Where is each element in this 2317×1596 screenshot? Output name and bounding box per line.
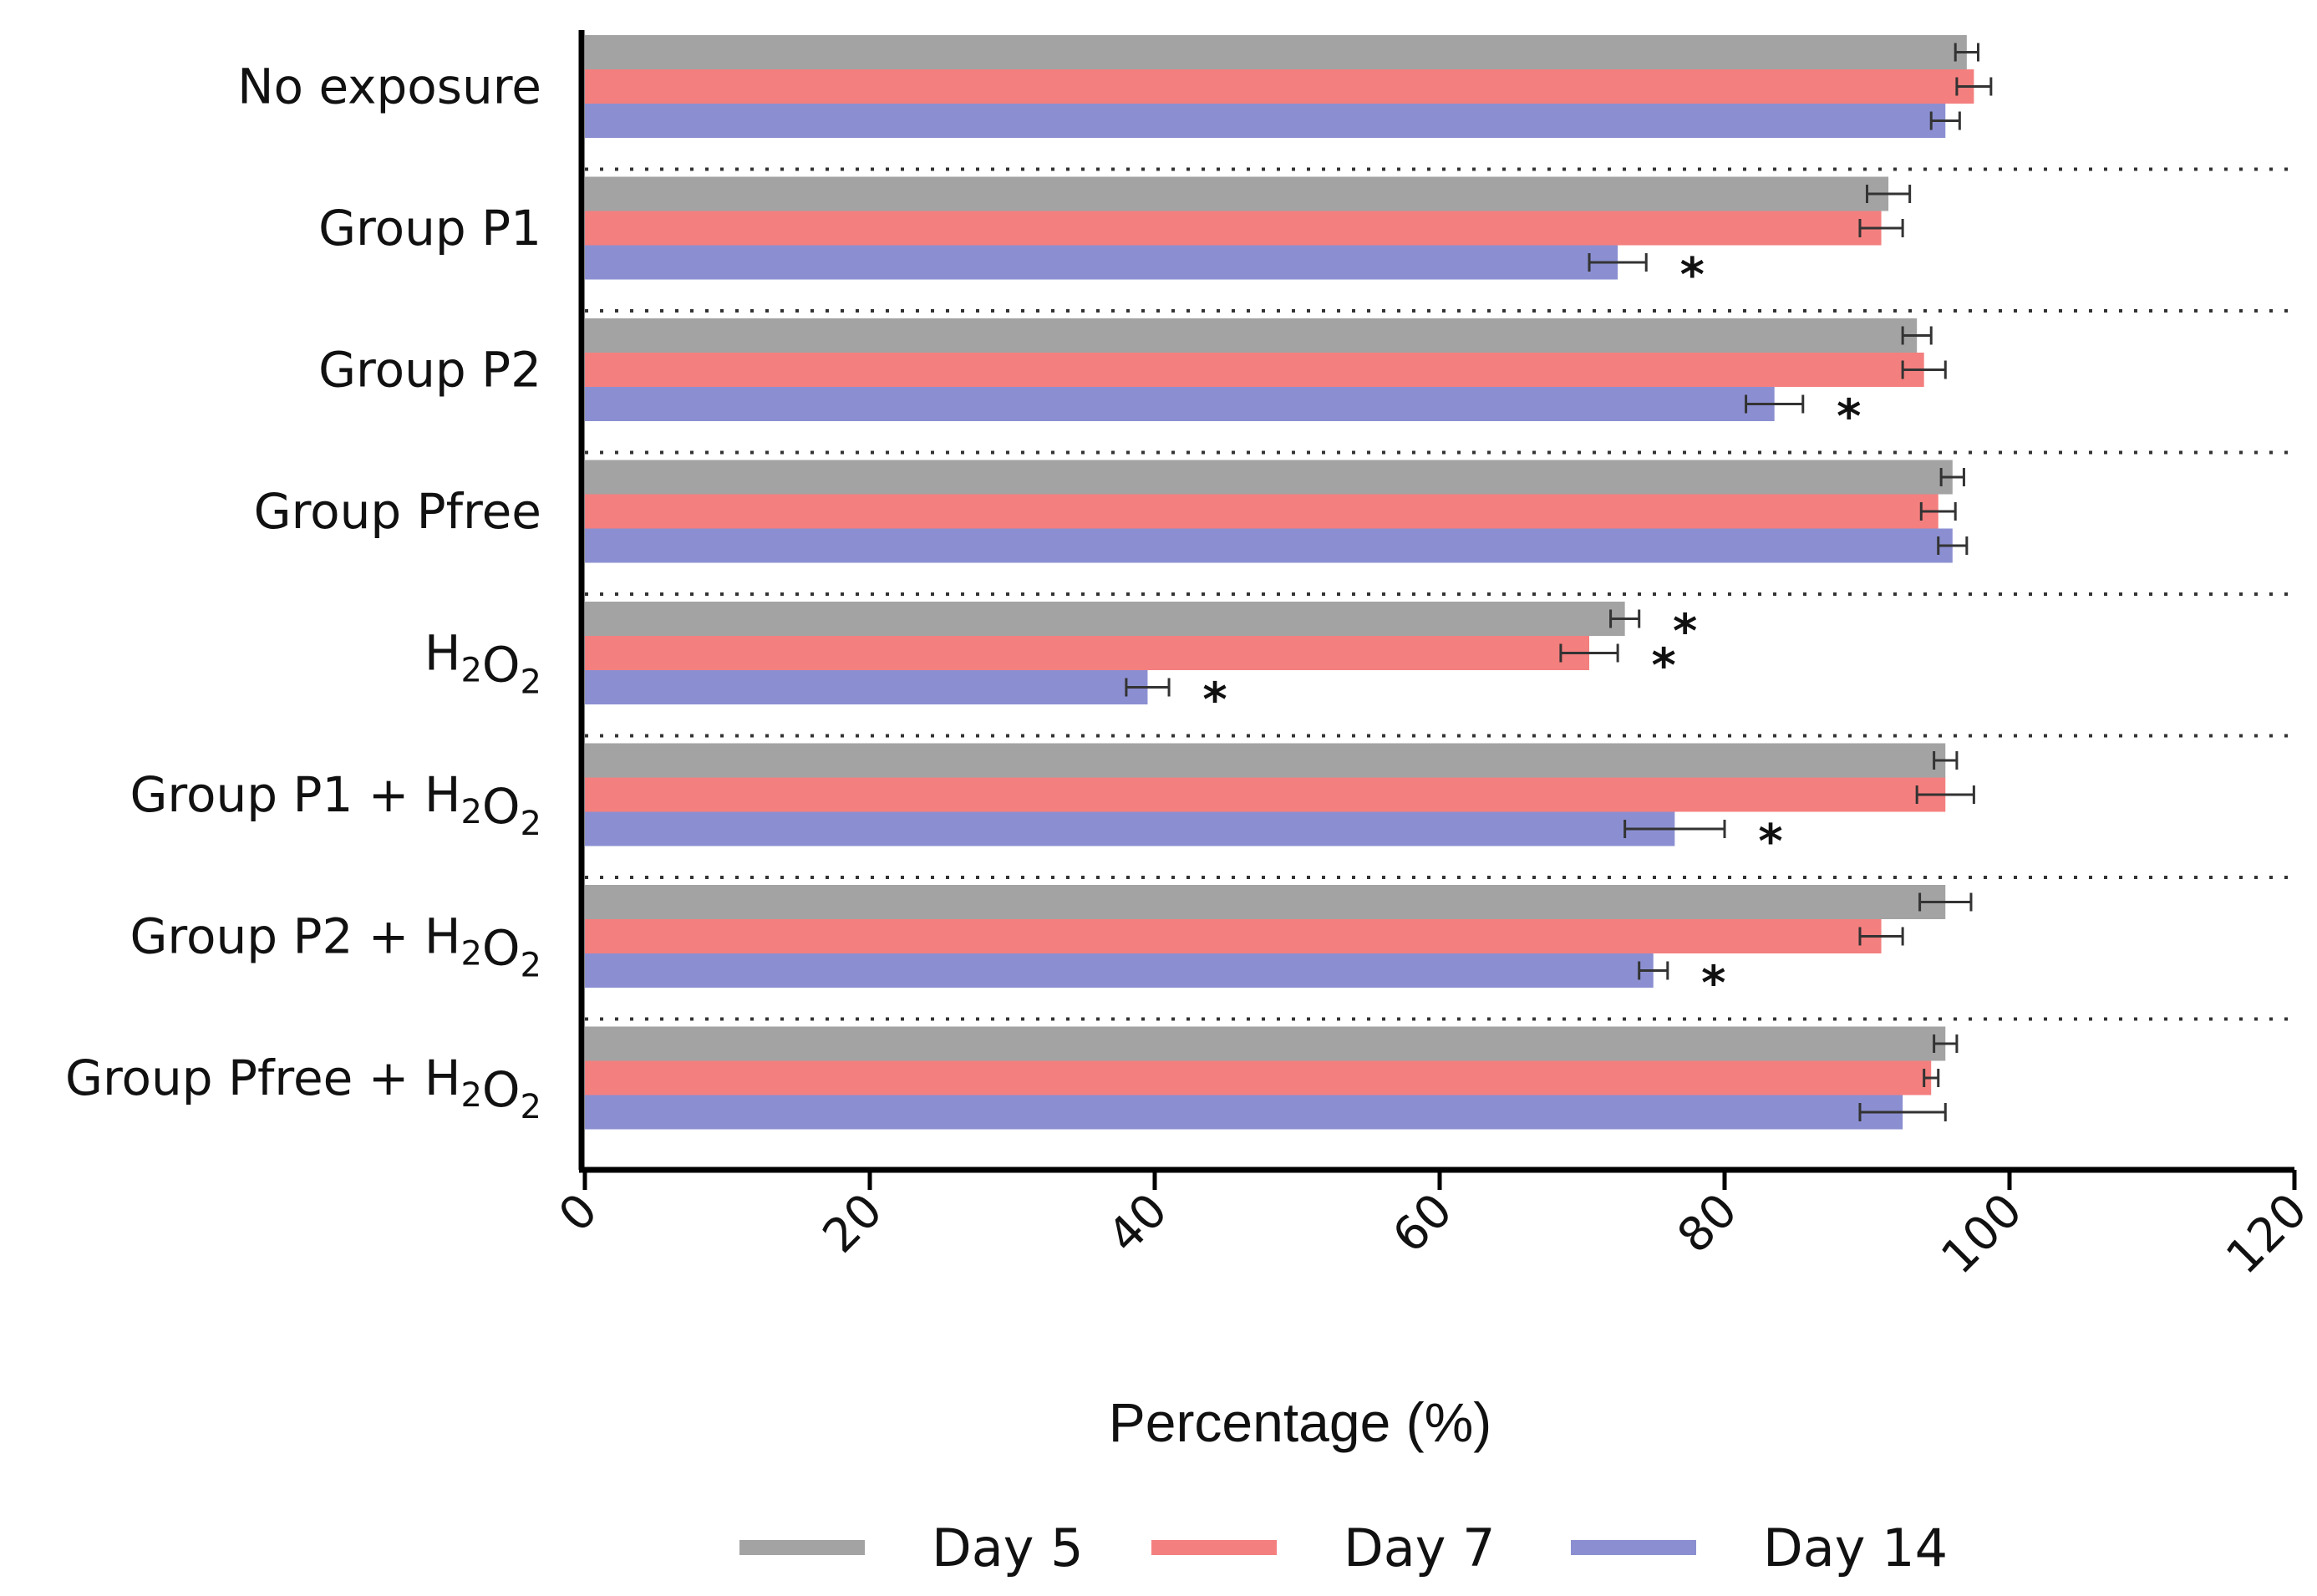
error-bar (1609, 609, 1641, 628)
legend-label: Day 7 (1344, 1517, 1496, 1578)
bar (585, 353, 1924, 387)
error-bar (1933, 751, 1959, 770)
error-bar (1858, 1103, 1947, 1121)
error-bar (1937, 536, 1969, 555)
category-label: Group P2 + H2O2 (130, 908, 541, 985)
error-bar (1939, 468, 1965, 486)
bar (585, 245, 1618, 280)
bar (585, 885, 1946, 919)
error-bar (1955, 77, 1993, 96)
error-bar (1745, 394, 1805, 414)
category-label: Group Pfree (254, 483, 541, 540)
x-axis-ticks: 0 20 40 60 80 100 120 (549, 1170, 2317, 1284)
x-tick-label: 100 (1931, 1183, 2033, 1285)
bar (585, 528, 1953, 563)
error-bar (1638, 961, 1669, 980)
x-tick-label: 40 (1098, 1183, 1178, 1263)
error-bar (1954, 43, 1979, 62)
x-tick-label: 60 (1383, 1183, 1463, 1263)
error-bar (1901, 360, 1947, 379)
legend-label: Day 5 (932, 1517, 1084, 1578)
bar (585, 953, 1654, 988)
significance-star: * (1673, 605, 1697, 659)
error-bar (1929, 111, 1961, 130)
bar (585, 387, 1775, 421)
error-bar (1866, 185, 1912, 203)
legend-item: Day 5 (739, 1517, 1084, 1578)
category-labels: No exposure Group P1 Group P2 Group Pfree H2… (65, 58, 541, 1127)
bar (585, 919, 1882, 953)
significance-star: * (1202, 673, 1227, 728)
error-bar (1933, 1034, 1959, 1053)
error-bar (1559, 643, 1619, 663)
significance-star: * (1837, 390, 1861, 445)
bar (585, 777, 1946, 812)
significance-star: * (1701, 957, 1725, 1011)
error-bar (1901, 326, 1933, 345)
bar (585, 211, 1882, 246)
category-label: Group P1 + H2O2 (130, 766, 541, 843)
bar (585, 494, 1938, 529)
error-bar (1125, 678, 1171, 697)
legend-swatch (739, 1540, 865, 1555)
bar (585, 670, 1148, 704)
bar (585, 811, 1675, 846)
bars-layer (585, 35, 1974, 1130)
bar (585, 1060, 1932, 1095)
legend-item: Day 14 (1571, 1517, 1948, 1578)
error-bar (1915, 785, 1975, 804)
bar (585, 1026, 1946, 1061)
bar (585, 318, 1918, 353)
x-tick-label: 120 (2216, 1183, 2317, 1285)
x-axis-title: Percentage (%) (1109, 1391, 1492, 1453)
error-bar (1858, 927, 1904, 946)
x-tick-label: 0 (549, 1183, 608, 1243)
error-bars-layer (1125, 43, 1993, 1121)
significance-star: * (1680, 248, 1705, 302)
bar (585, 743, 1946, 778)
significance-star: * (1651, 639, 1675, 694)
bar (585, 460, 1953, 495)
bar (585, 636, 1590, 670)
error-bar (1588, 253, 1648, 272)
category-label: No exposure (237, 58, 541, 115)
significance-star: * (1758, 815, 1782, 869)
legend-label: Day 14 (1763, 1517, 1948, 1578)
category-label: Group P2 (318, 342, 541, 399)
bar (585, 176, 1889, 211)
bar (585, 602, 1625, 636)
legend-swatch (1151, 1540, 1277, 1555)
legend: Day 5 Day 7 Day 14 (739, 1517, 1948, 1578)
legend-swatch (1571, 1540, 1696, 1555)
x-tick-label: 20 (813, 1183, 893, 1263)
error-bar (1858, 219, 1904, 237)
bar (585, 1095, 1903, 1130)
error-bar (1623, 820, 1726, 838)
error-bar (1919, 502, 1957, 521)
category-label: H2O2 (424, 625, 541, 702)
legend-item: Day 7 (1151, 1517, 1496, 1578)
significance-markers: ******* (1202, 248, 1861, 1011)
error-bar (1923, 1069, 1940, 1087)
category-label: Group P1 (318, 200, 541, 257)
category-label: Group Pfree + H2O2 (65, 1050, 541, 1126)
bar (585, 35, 1967, 69)
x-tick-label: 80 (1668, 1183, 1748, 1263)
error-bar (1918, 892, 1973, 912)
bar (585, 104, 1946, 138)
bar (585, 69, 1974, 104)
